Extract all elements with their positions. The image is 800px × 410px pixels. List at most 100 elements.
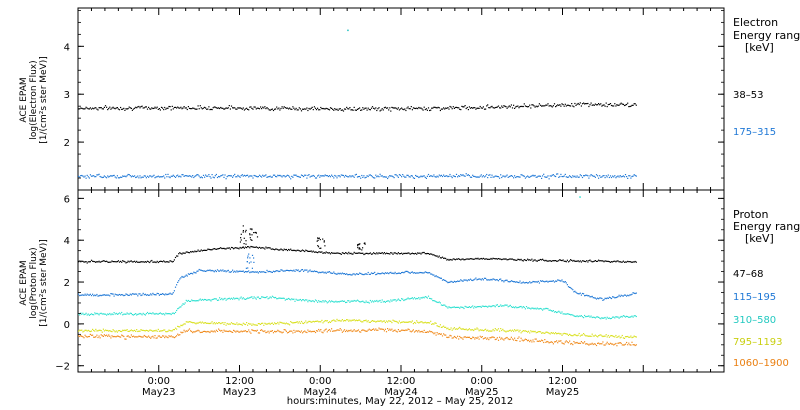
data-point [397,272,399,274]
data-point [612,261,614,263]
data-point [508,281,510,283]
data-point [298,299,300,301]
data-point [275,270,277,272]
data-point [290,330,292,332]
data-point [464,329,466,331]
data-point [127,108,129,110]
data-point [570,334,572,336]
data-point [493,330,495,332]
data-point [117,330,119,332]
data-point [536,260,538,262]
data-point [128,174,130,176]
data-point [258,323,261,325]
data-point [453,280,455,282]
data-point [528,330,530,332]
data-point [370,253,373,255]
data-point [357,329,360,331]
data-point [137,330,139,333]
data-point [497,258,500,260]
data-point [468,336,470,338]
data-point [266,176,268,178]
data-point [486,338,488,340]
data-point [443,304,445,306]
data-point [283,175,285,177]
data-point [277,174,279,176]
data-point [131,314,133,316]
data-point [207,108,209,110]
data-point [552,280,554,282]
data-point [268,322,270,324]
data-point [598,259,600,261]
data-point [450,307,452,309]
data-point [95,313,97,315]
data-point [167,313,169,315]
data-point [186,300,188,302]
data-point [394,271,396,273]
data-point [194,300,196,302]
data-point [204,249,206,251]
data-point [271,271,273,273]
data-point [170,335,172,337]
data-point [188,321,191,323]
data-point [514,175,516,177]
data-point [575,104,577,106]
data-point [570,287,572,289]
data-point [260,247,262,249]
data-point [607,260,609,262]
data-point [248,297,250,299]
data-point [399,300,402,302]
data-point [153,261,155,263]
data-point [209,299,211,301]
data-point [329,253,332,255]
data-point [308,174,310,176]
data-point [443,325,445,327]
data-point [321,331,323,333]
data-point [380,273,382,275]
data-point [229,271,231,273]
data-point [566,333,568,335]
data-point [533,341,535,343]
data-point [165,261,167,263]
data-point [242,107,244,109]
data-point [584,175,586,177]
data-point [627,335,629,338]
data-point [99,312,101,315]
data-point [298,270,300,273]
data-point [492,336,494,338]
data-point [96,293,98,296]
data-point [290,178,292,180]
data-point [331,272,333,274]
spike-point [250,261,252,263]
data-point [415,330,417,332]
data-point [333,319,335,321]
data-point [162,261,164,263]
data-point [477,328,479,330]
data-point [150,337,152,339]
data-point [518,331,520,333]
data-point [422,175,424,177]
data-point [571,176,573,179]
data-point [243,174,245,176]
data-point [321,319,323,321]
data-point [276,248,278,250]
data-point [496,258,498,260]
data-point [497,176,500,178]
data-point [89,293,91,295]
data-point [634,315,636,317]
data-point [267,176,269,178]
data-point [410,331,412,333]
data-point [218,248,220,250]
data-point [412,329,414,331]
data-point [204,298,206,301]
data-point [427,173,430,176]
data-point [521,259,523,262]
data-point [143,261,145,263]
data-point [460,306,462,308]
data-point [319,176,321,178]
data-point [205,322,207,324]
data-point [182,303,184,305]
data-point [586,260,588,262]
data-point [490,278,492,281]
data-point [419,252,421,254]
data-point [112,261,114,263]
